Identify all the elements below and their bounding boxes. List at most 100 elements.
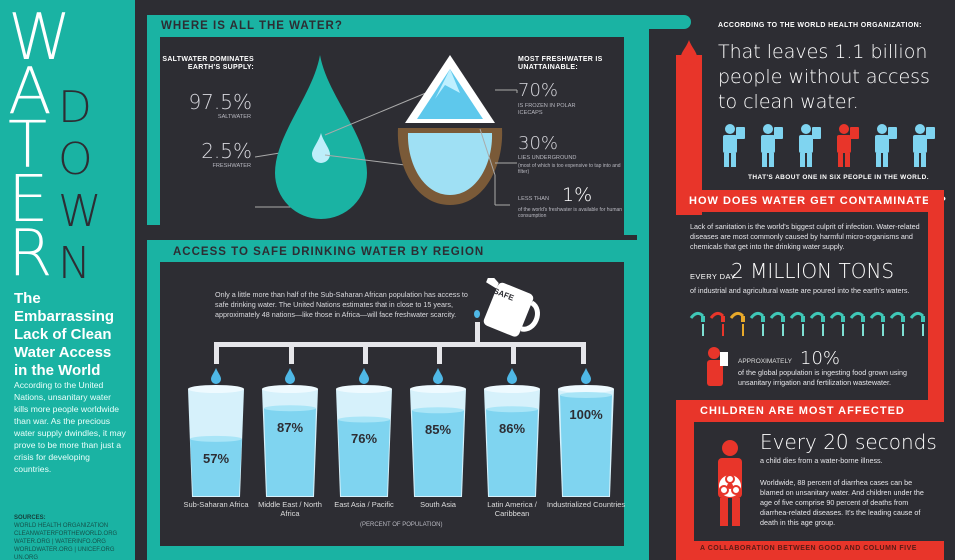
faucet-icon <box>849 311 865 336</box>
children-title: CHILDREN ARE MOST AFFECTED <box>700 405 905 417</box>
approx-label: APPROXIMATELY <box>738 358 792 365</box>
title-water-letter: E <box>8 163 49 237</box>
faucet-icon <box>889 311 905 336</box>
pipe-connector <box>637 15 649 560</box>
tons-value: 2 MILLION TONS <box>731 259 895 283</box>
glass-rim <box>410 385 466 393</box>
pipe-left-2 <box>147 240 160 550</box>
red-pipe-right <box>928 190 944 405</box>
saltwater-pct: 97.5% <box>188 90 252 114</box>
saltwater-heading: SALTWATER DOMINATES EARTH'S SUPPLY: <box>162 56 254 71</box>
water-surface <box>338 416 390 423</box>
red-pipe-left <box>676 400 694 560</box>
faucet-icon <box>769 311 785 336</box>
pipe-left-1 <box>147 15 160 225</box>
people-icons <box>723 124 935 167</box>
water-surface <box>560 392 612 398</box>
water-drop-icon <box>211 368 221 384</box>
water-level-bar <box>264 408 316 496</box>
red-pipe-children <box>676 400 944 422</box>
water-surface <box>412 407 464 414</box>
water-level-bar <box>560 395 612 496</box>
water-drop-icon <box>433 368 443 384</box>
glass-value-label: 76% <box>350 431 378 447</box>
access-title: ACCESS TO SAFE DRINKING WATER BY REGION <box>173 246 485 258</box>
glass-category-label: Industrialized Countries <box>546 500 626 509</box>
faucet-icon <box>709 311 725 336</box>
water-surface <box>264 405 316 412</box>
person-icon <box>799 124 821 167</box>
red-pipe-vertical <box>676 55 702 215</box>
person-icon <box>837 124 859 167</box>
water-drop-icon <box>581 368 591 384</box>
glass-value-label: 57% <box>202 450 230 466</box>
pipe-connector-top <box>649 15 691 29</box>
freshwater-pct: 2.5% <box>201 139 252 163</box>
children-paragraph: Worldwide, 88 percent of diarrhea cases … <box>760 478 924 527</box>
every20-headline: Every 20 seconds <box>760 430 937 454</box>
child-biohazard-icon <box>718 440 742 526</box>
glass-rim <box>188 385 244 393</box>
every-day-label: EVERY DAY <box>690 272 736 281</box>
person-icon <box>913 124 935 167</box>
person-icon <box>761 124 783 167</box>
glass-category-label: East Asia / Pacific <box>334 500 394 509</box>
glass-value-label: 86% <box>498 421 526 437</box>
drinking-person-icon <box>707 347 728 386</box>
pipe-mid <box>147 240 637 262</box>
title-water-letter: R <box>8 217 53 291</box>
glass-value-label: 100% <box>569 407 603 422</box>
faucet-icons <box>689 311 925 336</box>
title-water-letter: A <box>8 55 52 129</box>
pipe-bottom <box>147 546 637 560</box>
saltwater-label: SALTWATER <box>217 114 251 120</box>
glass-category-label: Latin America / Caribbean <box>487 500 537 518</box>
underground-label: LIES UNDERGROUND <box>518 155 577 161</box>
title-down-letter: N <box>58 238 91 289</box>
access-chart <box>188 368 614 497</box>
sources-label: SOURCES: <box>14 515 46 521</box>
water-surface <box>486 406 538 413</box>
glass-category-label: South Asia <box>420 500 456 509</box>
glass-rim <box>484 385 540 393</box>
every20-note: a child dies from a water-borne illness. <box>760 456 883 465</box>
chart-footnote: (PERCENT OF POPULATION) <box>360 522 443 528</box>
water-drop-icon <box>285 368 295 384</box>
footer-credit: A COLLABORATION BETWEEN GOOD AND COLUMN … <box>700 545 917 552</box>
faucet-icon <box>829 311 845 336</box>
subtitle: The Embarrassing Lack of Clean Water Acc… <box>14 290 115 379</box>
glass-rim <box>558 385 614 393</box>
title-water-letter: W <box>8 1 72 75</box>
title-water-letter: T <box>8 109 48 183</box>
less-than-label: LESS THAN <box>518 196 549 202</box>
frozen-pct: 70% <box>518 80 559 101</box>
who-headline: That leaves 1.1 billion people without a… <box>718 41 930 113</box>
tons-note: of industrial and agricultural waste are… <box>690 286 910 295</box>
red-pipe-bottom <box>676 541 944 560</box>
pipe-right-2 <box>624 240 637 550</box>
title-down-letter: D <box>58 82 92 133</box>
pipe-branches <box>214 322 586 364</box>
ten-pct: 10% <box>800 348 841 369</box>
underground-note: (most of which is too expensive to tap i… <box>518 163 621 175</box>
glass-rim <box>336 385 392 393</box>
pipe-right-1 <box>624 15 637 235</box>
contam-paragraph: Lack of sanitation is the world's bigges… <box>690 222 920 251</box>
where-title-bg <box>155 17 325 35</box>
faucet-icon <box>729 311 745 336</box>
glass-category-label: Middle East / North Africa <box>258 500 322 518</box>
access-intro: Only a little more than half of the Sub-… <box>215 290 468 319</box>
freshwater-label: FRESHWATER <box>212 163 251 169</box>
faucet-icon <box>909 311 925 336</box>
contam-title: HOW DOES WATER GET CONTAMINATED? <box>689 195 948 207</box>
red-drop-icon <box>681 40 697 65</box>
water-drop-icon <box>507 368 517 384</box>
who-label: ACCORDING TO THE WORLD HEALTH ORGANIZATI… <box>718 22 922 29</box>
underground-pct: 30% <box>518 133 559 154</box>
water-surface <box>190 435 242 442</box>
red-pipe-contam <box>676 190 944 212</box>
faucet-icon <box>789 311 805 336</box>
available-note: of the world's freshwater is available f… <box>518 207 623 219</box>
water-drop-icon <box>359 368 369 384</box>
person-icon <box>723 124 745 167</box>
